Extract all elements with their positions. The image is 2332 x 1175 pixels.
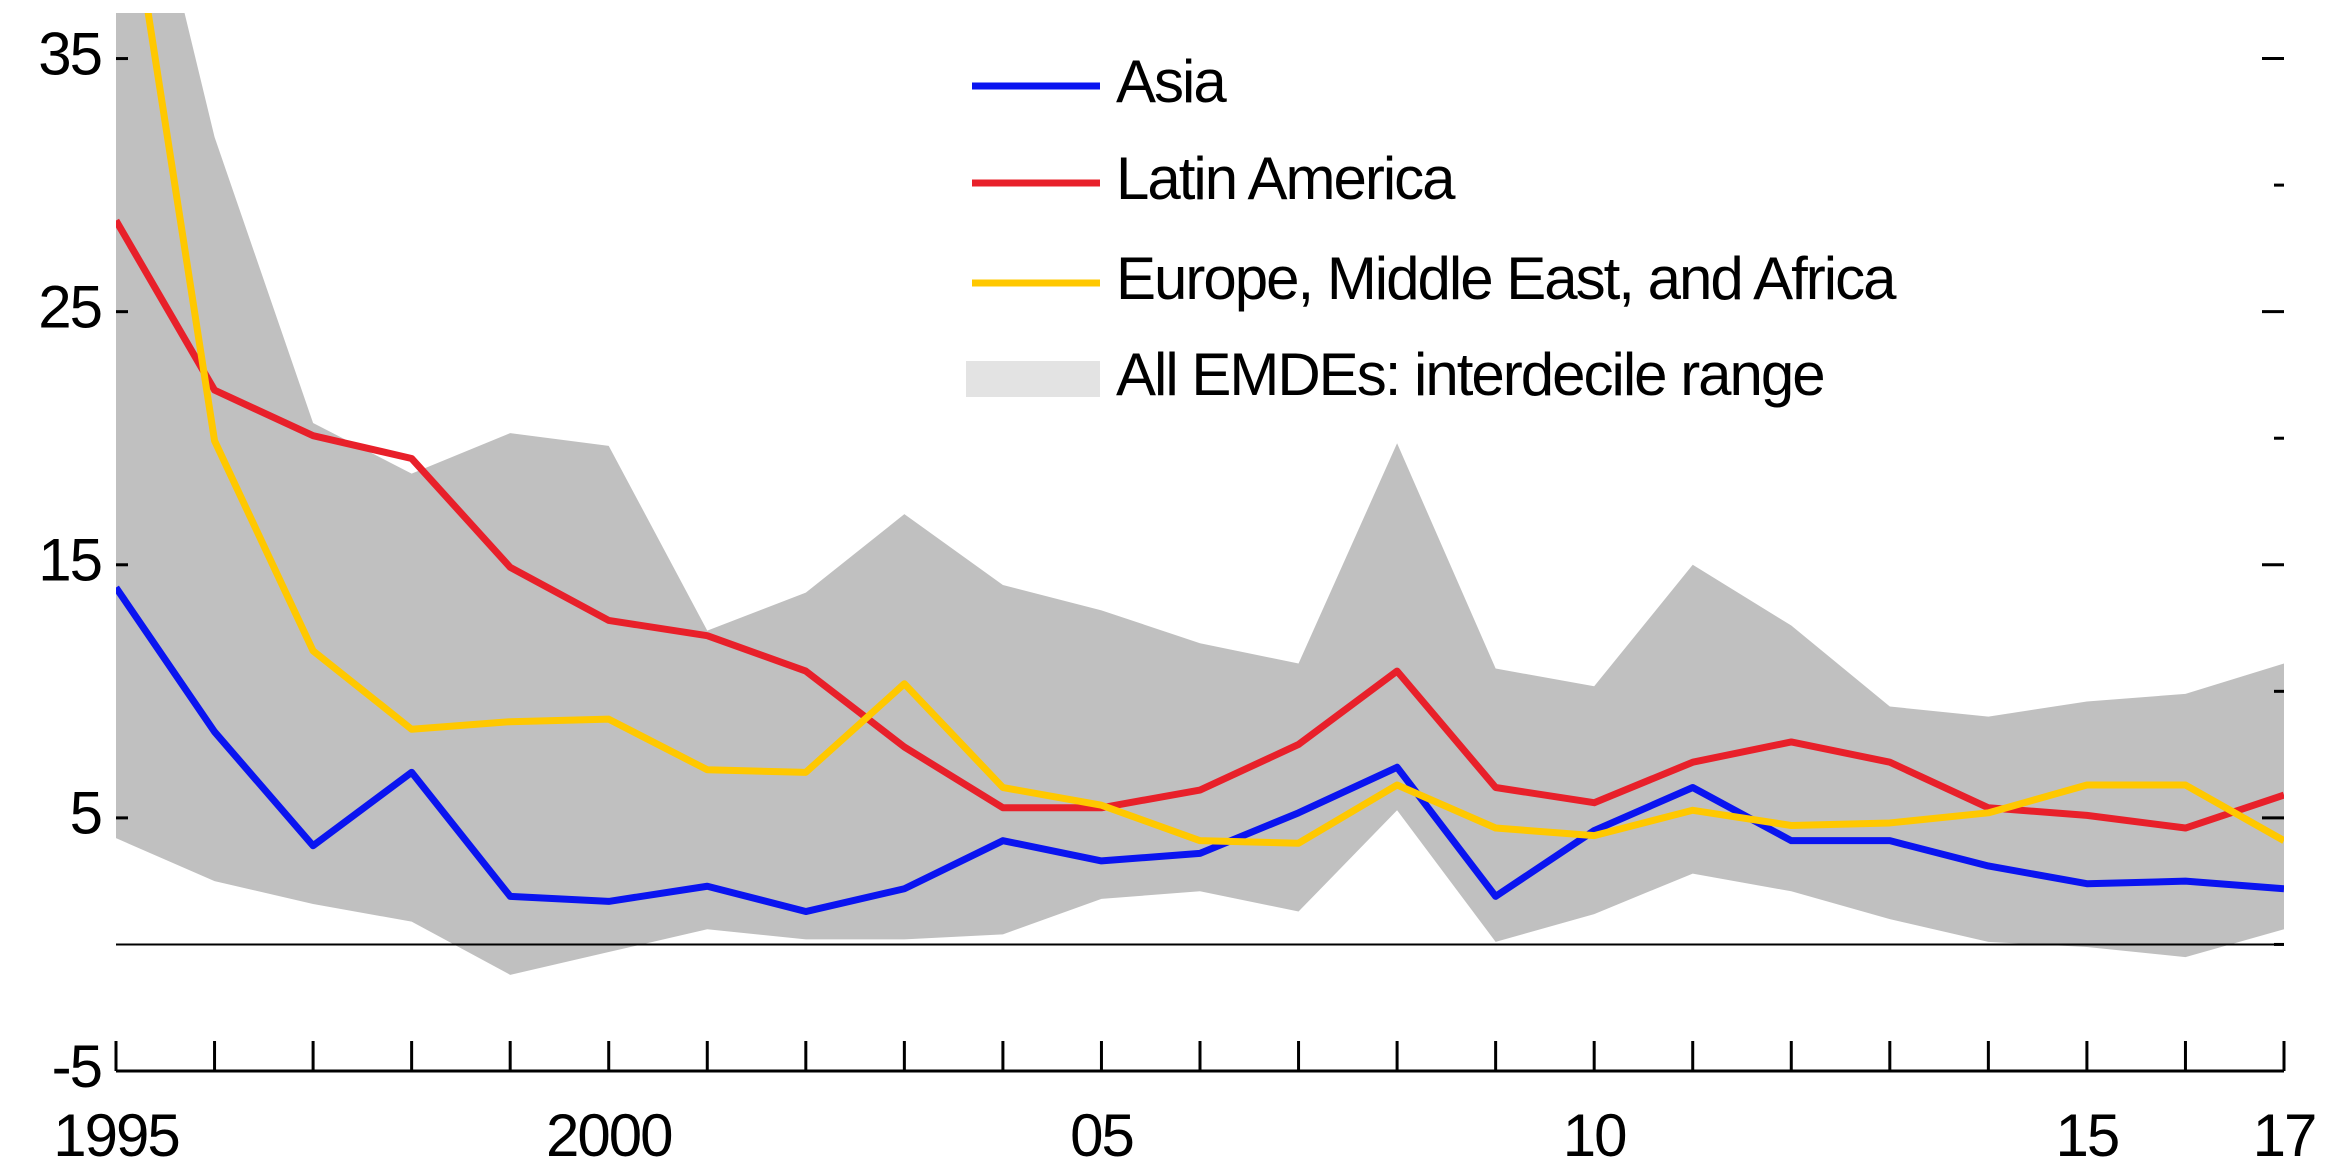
interdecile-band	[116, 13, 2284, 975]
x-tick-label: 1995	[53, 1102, 178, 1169]
x-tick-label: 10	[1563, 1102, 1626, 1169]
y-tick-label: 5	[70, 780, 101, 847]
y-tick-label: 25	[38, 274, 101, 341]
x-tick-label: 2000	[546, 1102, 672, 1169]
series-line	[116, 218, 2284, 832]
x-tick-label: 15	[2056, 1102, 2119, 1169]
legend-label: Europe, Middle East, and Africa	[1116, 245, 1897, 312]
legend-label: Asia	[1116, 48, 1227, 115]
y-tick-label: -5	[52, 1033, 101, 1100]
plot-area	[116, 13, 2284, 975]
y-tick-label: 35	[38, 20, 101, 87]
legend-swatch	[966, 361, 1100, 397]
series-line	[116, 585, 2284, 916]
x-tick-label: 05	[1070, 1102, 1133, 1169]
legend-label: Latin America	[1116, 145, 1456, 212]
x-tick-label: 17	[2253, 1102, 2316, 1169]
legend-label: All EMDEs: interdecile range	[1116, 341, 1824, 408]
y-tick-label: 15	[38, 527, 101, 594]
series-line	[144, 13, 2284, 847]
